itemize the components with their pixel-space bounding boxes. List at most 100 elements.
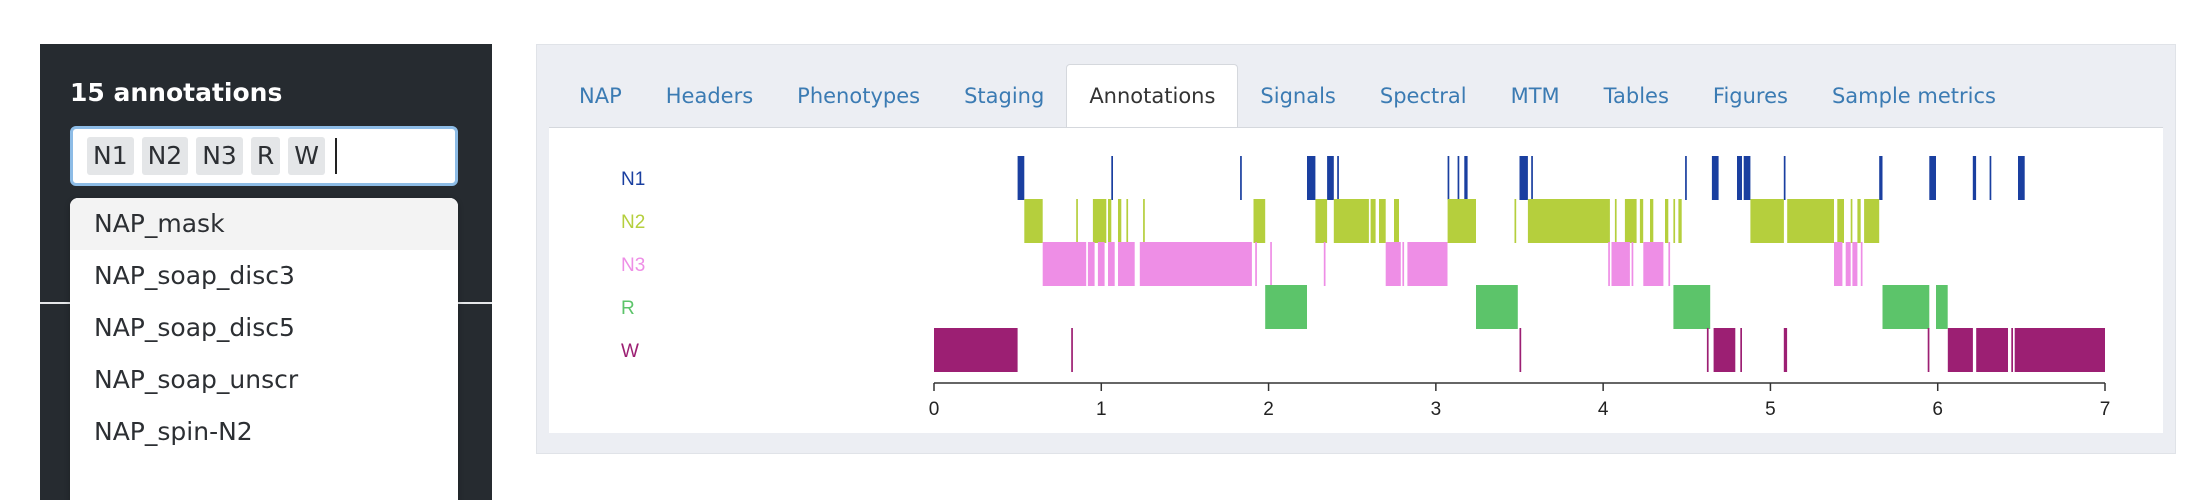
interval-n2 [1076,199,1078,243]
interval-n2 [1639,199,1644,243]
tab-sample-metrics[interactable]: Sample metrics [1831,84,1996,108]
interval-n1 [1743,156,1751,200]
x-tick-label: 5 [1765,399,1776,420]
dropdown-option[interactable]: NAP_soap_disc5 [94,313,295,342]
text-caret [334,138,337,174]
selected-tag-n1[interactable]: N1 [87,137,134,175]
interval-r [1476,285,1518,329]
interval-n3 [1042,242,1087,286]
interval-n1 [2018,156,2025,200]
interval-n2 [1379,199,1386,243]
interval-n2 [1527,199,1610,243]
interval-n2 [1447,199,1476,243]
interval-w [1783,328,1788,372]
interval-n1 [1307,156,1316,200]
interval-w [1947,328,1973,372]
interval-r [1673,285,1711,329]
tab-annotations[interactable]: Annotations [1066,64,1239,127]
interval-n2 [1024,199,1043,243]
interval-n3 [1834,242,1843,286]
tab-staging[interactable]: Staging [964,84,1045,108]
interval-n3 [1323,242,1326,286]
interval-n1 [1783,156,1786,200]
interval-n2 [1315,199,1328,243]
interval-n3 [1631,242,1634,286]
interval-n2 [1143,199,1145,243]
interval-w [1713,328,1736,372]
dropdown-option[interactable]: NAP_mask [70,198,458,250]
interval-n2 [1665,199,1669,243]
interval-n3 [1385,242,1401,286]
interval-n2 [1650,199,1654,243]
interval-n3 [1097,242,1105,286]
row-label-n2: N2 [621,212,645,233]
interval-n2 [1624,199,1637,243]
interval-n2 [1333,199,1369,243]
selected-tag-n3[interactable]: N3 [196,137,243,175]
dropdown-option[interactable]: NAP_soap_unscr [94,365,299,394]
interval-n1 [1447,156,1450,200]
interval-w [1740,328,1742,372]
interval-n2 [1673,199,1676,243]
interval-n2 [1253,199,1266,243]
interval-n3 [1139,242,1252,286]
annotation-timeline-chart: N1 N2 N3 R W 0 1 2 3 4 5 6 7 [621,156,2110,420]
row-label-n3: N3 [621,255,645,276]
interval-n1 [1989,156,1992,200]
tab-spectral[interactable]: Spectral [1379,84,1467,108]
main-panel: NAP Headers Phenotypes Staging Annotatio… [536,44,2176,454]
dropdown-option[interactable]: NAP_soap_disc3 [94,261,295,290]
annotation-dropdown: NAP_mask NAP_soap_disc3 NAP_soap_disc5 N… [70,198,458,500]
interval-n2 [1678,199,1682,243]
interval-n1 [1240,156,1242,200]
interval-w [2014,328,2105,372]
tab-headers[interactable]: Headers [665,84,754,108]
tab-mtm[interactable]: MTM [1510,84,1560,108]
x-tick-label: 3 [1431,399,1442,420]
x-tick-label: 4 [1598,399,1609,420]
interval-n1 [1972,156,1977,200]
interval-w [1927,328,1930,372]
interval-w [1706,328,1709,372]
interval-r [1265,285,1307,329]
interval-n1 [1327,156,1334,200]
interval-n1 [1017,156,1025,200]
interval-n2 [1857,199,1861,243]
interval-w [2011,328,2013,372]
annotation-selector-input[interactable]: N1 N2 N3 R W [70,126,458,186]
interval-n2 [1126,199,1129,243]
tab-tables[interactable]: Tables [1603,84,1669,108]
interval-n3 [1668,242,1671,286]
interval-w [934,328,1018,372]
tab-phenotypes[interactable]: Phenotypes [797,84,921,108]
row-label-n1: N1 [621,169,645,190]
interval-n1 [1929,156,1936,200]
annotation-count-title: 15 annotations [70,78,283,107]
interval-n1 [1464,156,1468,200]
selected-tag-w[interactable]: W [288,137,325,175]
interval-n1 [1879,156,1883,200]
interval-n1 [1457,156,1460,200]
x-tick-label: 6 [1932,399,1943,420]
selected-tag-n2[interactable]: N2 [141,137,189,175]
interval-n2 [1108,199,1112,243]
interval-n2 [1787,199,1834,243]
tab-signals[interactable]: Signals [1260,84,1336,108]
interval-n3 [1643,242,1664,286]
interval-n1 [1711,156,1719,200]
interval-n3 [1402,242,1405,286]
interval-n3 [1407,242,1448,286]
tab-nap[interactable]: NAP [579,84,622,108]
interval-n1 [1685,156,1687,200]
tab-figures[interactable]: Figures [1712,84,1788,108]
interval-n3 [1118,242,1135,286]
selected-tag-r[interactable]: R [250,137,281,175]
interval-n1 [1337,156,1339,200]
annotations-content: N1 N2 N3 R W 0 1 2 3 4 5 6 7 [549,127,2163,433]
interval-n2 [1837,199,1844,243]
interval-n3 [1087,242,1095,286]
interval-n3 [1845,242,1851,286]
interval-n1 [1737,156,1742,200]
dropdown-option[interactable]: NAP_spin-N2 [94,417,253,446]
interval-n3 [1108,242,1115,286]
